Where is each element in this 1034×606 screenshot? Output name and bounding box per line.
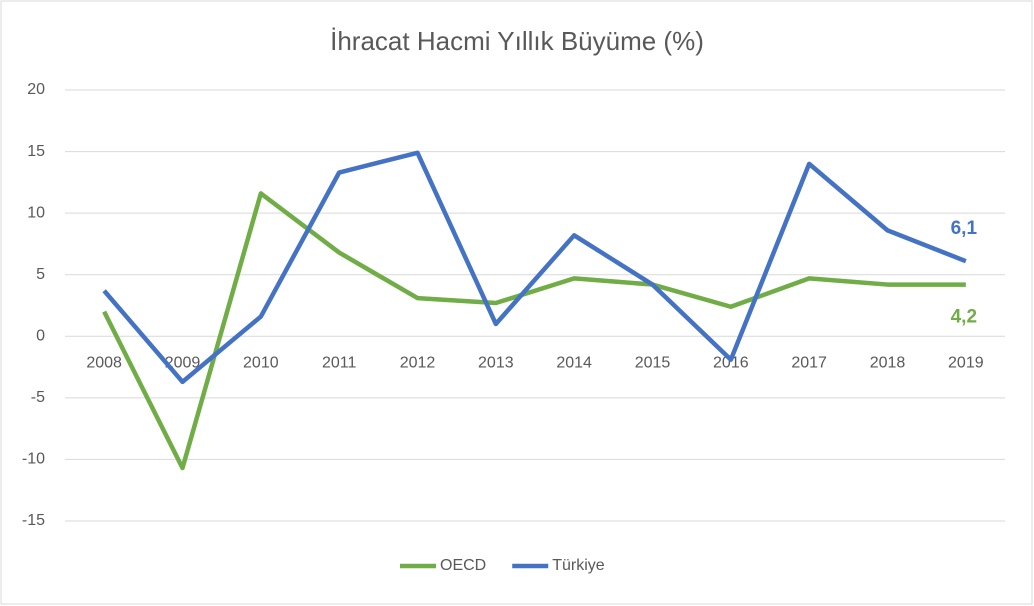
x-tick-label: 2016: [713, 355, 749, 372]
y-tick-label: 10: [27, 204, 45, 221]
series-line: [102, 150, 967, 385]
y-tick-label: 0: [36, 328, 45, 345]
x-tick-label: 2017: [791, 355, 827, 372]
x-tick-label: 2015: [635, 355, 671, 372]
y-tick-label: 5: [36, 266, 45, 283]
x-tick-label: 2019: [948, 355, 984, 372]
data-label: 6,1: [951, 218, 978, 239]
x-tick-label: 2018: [870, 355, 906, 372]
x-tick-label: 2013: [478, 355, 514, 372]
x-tick-label: 2010: [243, 355, 279, 372]
x-tick-label: 2009: [165, 355, 201, 372]
x-tick-label: 2014: [556, 355, 592, 372]
y-tick-label: -10: [22, 451, 45, 468]
legend-label: Türkiye: [552, 557, 605, 574]
x-tick-label: 2012: [400, 355, 436, 372]
y-tick-label: -5: [31, 389, 45, 406]
y-tick-label: 20: [27, 81, 45, 98]
x-tick-label: 2008: [86, 355, 122, 372]
y-tick-label: -15: [22, 512, 45, 529]
series-line: [102, 191, 966, 471]
legend-label: OECD: [440, 557, 486, 574]
data-label: 4,2: [951, 307, 977, 328]
x-tick-label: 2011: [322, 355, 357, 372]
chart-title: İhracat Hacmi Yıllık Büyüme (%): [330, 26, 704, 56]
y-tick-label: 15: [27, 143, 45, 160]
